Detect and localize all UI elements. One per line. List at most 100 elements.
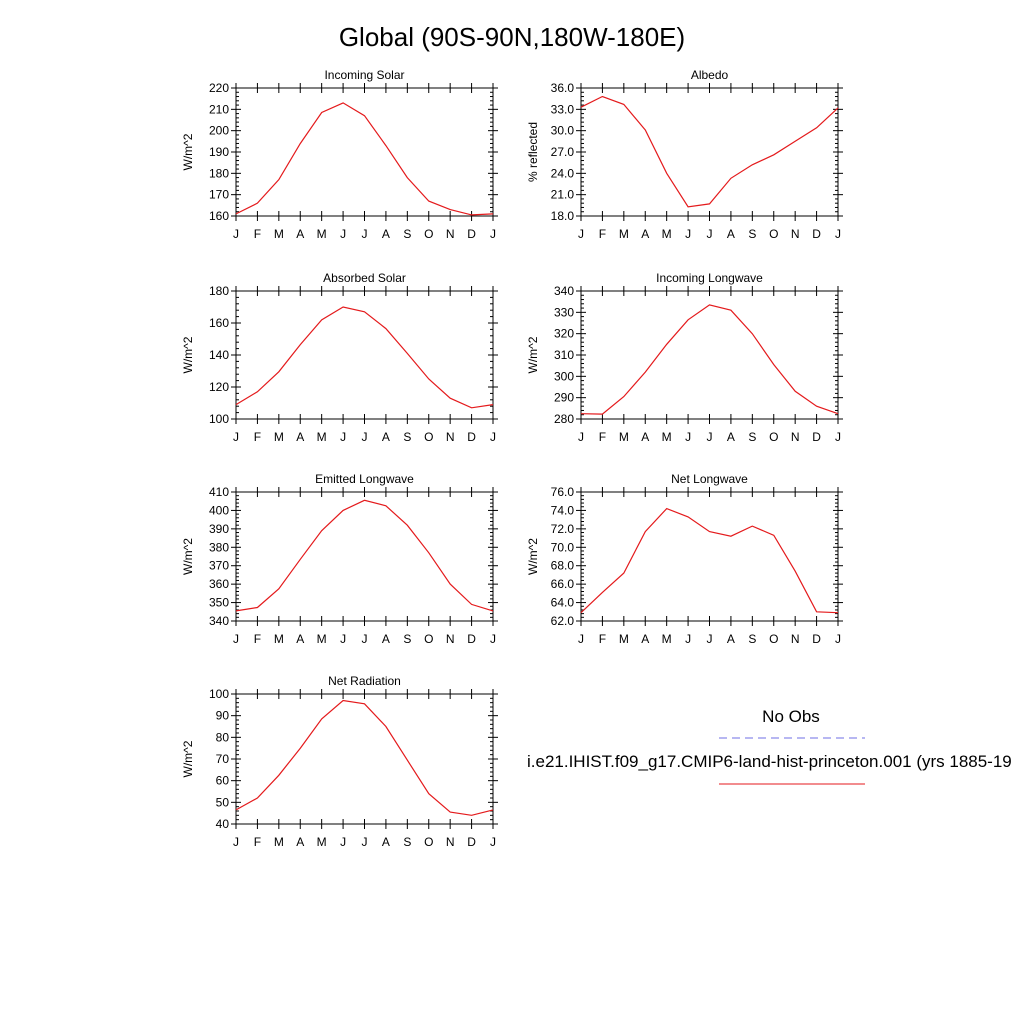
y-tick-label: 400 — [209, 503, 229, 517]
y-tick-label: 70 — [216, 752, 230, 766]
y-tick-label: 180 — [209, 284, 229, 298]
x-tick-label: A — [641, 430, 649, 444]
x-tick-label: J — [233, 835, 239, 849]
y-tick-label: 40 — [216, 817, 230, 831]
y-tick-label: 350 — [209, 596, 229, 610]
y-tick-label: 190 — [209, 145, 229, 159]
y-axis-label: W/m^2 — [526, 538, 540, 575]
panel-title: Incoming Solar — [324, 68, 404, 82]
x-tick-label: J — [362, 835, 368, 849]
panel-title: Albedo — [691, 68, 729, 82]
y-tick-label: 340 — [554, 284, 574, 298]
x-tick-label: F — [599, 632, 606, 646]
y-tick-label: 62.0 — [551, 614, 575, 628]
y-tick-label: 340 — [209, 614, 229, 628]
x-tick-label: D — [467, 430, 476, 444]
y-axis-label: W/m^2 — [181, 336, 195, 373]
x-tick-label: M — [317, 835, 327, 849]
y-axis-label: W/m^2 — [181, 133, 195, 170]
y-tick-label: 280 — [554, 412, 574, 426]
x-tick-label: S — [403, 227, 411, 241]
x-tick-label: M — [619, 632, 629, 646]
series-line — [580, 507, 839, 614]
x-tick-label: J — [340, 632, 346, 646]
x-tick-label: S — [748, 430, 756, 444]
series-line — [235, 102, 494, 216]
x-tick-label: M — [317, 430, 327, 444]
x-tick-label: J — [233, 227, 239, 241]
x-tick-label: A — [296, 835, 304, 849]
x-tick-label: J — [685, 632, 691, 646]
y-tick-label: 66.0 — [551, 577, 575, 591]
series-line — [235, 306, 494, 409]
x-tick-label: J — [835, 227, 841, 241]
x-tick-label: M — [619, 227, 629, 241]
x-tick-label: D — [467, 632, 476, 646]
y-tick-label: 380 — [209, 540, 229, 554]
x-tick-label: N — [446, 430, 455, 444]
x-tick-label: O — [769, 430, 778, 444]
y-tick-label: 390 — [209, 522, 229, 536]
x-tick-label: A — [382, 632, 390, 646]
x-tick-label: F — [254, 632, 261, 646]
legend-model-label: i.e21.IHIST.f09_g17.CMIP6-land-hist-prin… — [527, 752, 1012, 771]
x-tick-label: A — [382, 227, 390, 241]
y-tick-label: 68.0 — [551, 559, 575, 573]
y-tick-label: 60 — [216, 774, 230, 788]
plot-frame — [580, 87, 839, 217]
y-axis-label: W/m^2 — [181, 538, 195, 575]
legend-obs-label: No Obs — [762, 707, 820, 726]
x-tick-label: A — [382, 835, 390, 849]
y-tick-label: 300 — [554, 369, 574, 383]
x-tick-label: J — [362, 430, 368, 444]
x-tick-label: S — [403, 835, 411, 849]
panel-title: Absorbed Solar — [323, 271, 406, 285]
x-tick-label: A — [641, 227, 649, 241]
y-tick-label: 27.0 — [551, 145, 575, 159]
x-tick-label: M — [317, 227, 327, 241]
x-tick-label: M — [274, 227, 284, 241]
x-tick-label: O — [769, 632, 778, 646]
x-tick-label: F — [599, 227, 606, 241]
y-tick-label: 120 — [209, 380, 229, 394]
x-tick-label: M — [619, 430, 629, 444]
x-tick-label: J — [685, 430, 691, 444]
y-tick-label: 160 — [209, 209, 229, 223]
x-tick-label: J — [233, 632, 239, 646]
figure-title: Global (90S-90N,180W-180E) — [339, 22, 685, 52]
y-tick-label: 74.0 — [551, 503, 575, 517]
x-tick-label: S — [748, 632, 756, 646]
y-tick-label: 30.0 — [551, 124, 575, 138]
y-axis-label: W/m^2 — [181, 740, 195, 777]
y-tick-label: 200 — [209, 124, 229, 138]
y-tick-label: 410 — [209, 485, 229, 499]
x-tick-label: J — [490, 632, 496, 646]
legend: No Obs i.e21.IHIST.f09_g17.CMIP6-land-hi… — [527, 707, 1012, 785]
x-tick-label: D — [812, 632, 821, 646]
x-tick-label: F — [254, 227, 261, 241]
x-tick-label: O — [424, 227, 433, 241]
x-tick-label: J — [578, 632, 584, 646]
plot-frame — [235, 491, 494, 622]
series-line — [235, 499, 494, 612]
x-tick-label: J — [490, 835, 496, 849]
y-tick-label: 76.0 — [551, 485, 575, 499]
x-tick-label: D — [467, 227, 476, 241]
x-tick-label: J — [362, 227, 368, 241]
x-tick-label: D — [467, 835, 476, 849]
panel-title: Net Longwave — [671, 472, 748, 486]
panel-title: Emitted Longwave — [315, 472, 414, 486]
y-tick-label: 100 — [209, 687, 229, 701]
y-tick-label: 36.0 — [551, 81, 575, 95]
x-tick-label: D — [812, 227, 821, 241]
plot-frame — [235, 693, 494, 825]
y-tick-label: 360 — [209, 577, 229, 591]
y-tick-label: 33.0 — [551, 102, 575, 116]
x-tick-label: J — [685, 227, 691, 241]
